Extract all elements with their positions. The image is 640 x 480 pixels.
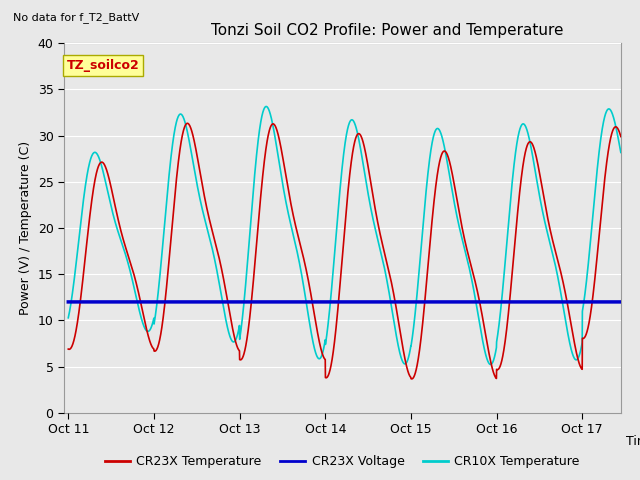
Title: Tonzi Soil CO2 Profile: Power and Temperature: Tonzi Soil CO2 Profile: Power and Temper… [211, 23, 563, 38]
Legend: CR23X Temperature, CR23X Voltage, CR10X Temperature: CR23X Temperature, CR23X Voltage, CR10X … [100, 450, 585, 473]
Text: Time: Time [627, 435, 640, 448]
Text: TZ_soilco2: TZ_soilco2 [67, 59, 140, 72]
Text: No data for f_T2_BattV: No data for f_T2_BattV [13, 12, 139, 23]
Y-axis label: Power (V) / Temperature (C): Power (V) / Temperature (C) [19, 141, 32, 315]
